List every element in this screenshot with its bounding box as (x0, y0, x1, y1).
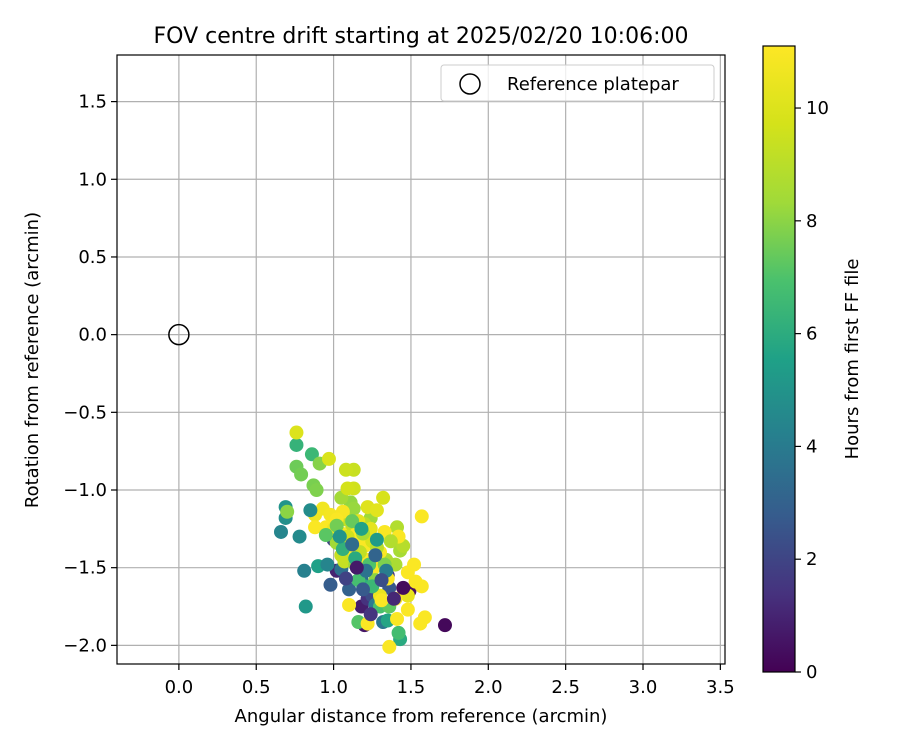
y-tick-label: 0.5 (78, 247, 107, 268)
scatter-point (338, 462, 353, 477)
y-tick-label: 1.0 (78, 169, 107, 190)
scatter-point (396, 580, 411, 595)
grid-lines (117, 55, 725, 664)
scatter-point (309, 483, 324, 497)
x-tick-label: 0.0 (165, 677, 194, 698)
scatter-point (369, 503, 384, 518)
scatter-point (408, 574, 423, 589)
x-tick-label: 2.5 (551, 677, 580, 698)
legend-label: Reference platepar (507, 74, 679, 95)
scatter-point (308, 520, 323, 535)
chart-title: FOV centre drift starting at 2025/02/20 … (154, 24, 689, 49)
scatter-point (417, 610, 432, 625)
scatter-point (321, 451, 336, 466)
colorbar: 0 2 4 6 8 10 Hours from first FF file (762, 45, 863, 683)
scatter-point (304, 447, 319, 462)
colorbar-tick-label: 2 (806, 549, 817, 570)
legend-box (440, 64, 715, 102)
scatter-point (297, 563, 312, 578)
colorbar-tick-label: 8 (806, 211, 817, 232)
scatter-point (374, 573, 389, 588)
scatter-point (323, 577, 338, 592)
plot-frame (116, 54, 726, 665)
x-tick-label: 0.5 (242, 677, 271, 698)
scatter-point (414, 509, 429, 524)
scatter-point (376, 490, 391, 505)
scatter-point (383, 534, 398, 549)
scatter-point (318, 528, 333, 543)
scatter-point (390, 611, 405, 626)
scatter-point (368, 548, 383, 563)
scatter-point (407, 557, 422, 572)
scatter-point (345, 514, 360, 529)
scatter-point (345, 537, 360, 552)
x-tick-label: 1.0 (319, 677, 348, 698)
scatter-point (349, 560, 364, 575)
x-ticks: 0.0 0.5 1.0 1.5 2.0 2.5 3.0 3.5 (165, 664, 735, 698)
y-ticks: −2.0 −1.5 −1.0 −0.5 0.0 0.5 1.0 1.5 (63, 92, 117, 656)
scatter-point (320, 557, 335, 572)
scatter-point (342, 597, 357, 612)
x-axis-label: Angular distance from reference (arcmin) (235, 706, 608, 727)
scatter-point (289, 425, 304, 440)
y-tick-label: 1.5 (78, 92, 107, 113)
colorbar-label: Hours from first FF file (842, 259, 863, 460)
x-tick-label: 3.5 (706, 677, 735, 698)
colorbar-tick-label: 6 (806, 324, 817, 345)
scatter-point (332, 529, 347, 544)
y-tick-label: −1.0 (63, 480, 107, 501)
scatter-point (354, 521, 369, 536)
scatter-point (280, 504, 295, 519)
colorbar-gradient (762, 45, 796, 673)
y-axis-label: Rotation from reference (arcmin) (22, 212, 43, 508)
scatter-point (437, 618, 452, 633)
scatter-point (289, 437, 304, 452)
scatter-point (391, 625, 406, 640)
scatter-point (369, 532, 384, 547)
y-tick-label: −2.0 (63, 635, 107, 656)
scatter-point (346, 501, 361, 516)
x-tick-label: 2.0 (474, 677, 503, 698)
scatter-point (292, 529, 307, 544)
scatter-point (338, 571, 353, 586)
scatter-point (386, 591, 401, 606)
data-points (273, 425, 452, 654)
reference-platepar-marker (168, 323, 190, 346)
y-tick-label: −0.5 (63, 402, 107, 423)
scatter-point (374, 593, 389, 608)
scatter-point (273, 524, 288, 539)
scatter-point (363, 607, 378, 622)
scatter-point (298, 599, 313, 614)
colorbar-ticks: 0 2 4 6 8 10 (795, 98, 829, 683)
colorbar-tick-label: 10 (806, 98, 829, 119)
legend-marker (459, 73, 481, 95)
scatter-point (303, 503, 318, 518)
scatter-point (340, 481, 355, 496)
colorbar-tick-label: 0 (806, 662, 817, 683)
scatter-point (382, 639, 397, 654)
legend: Reference platepar (440, 64, 715, 102)
scatter-point (294, 467, 309, 482)
x-tick-label: 1.5 (397, 677, 426, 698)
scatter-point (355, 582, 370, 597)
scatter-point (400, 602, 415, 617)
y-tick-label: −1.5 (63, 558, 107, 579)
x-tick-label: 3.0 (629, 677, 658, 698)
scatter-point (342, 582, 357, 597)
colorbar-tick-label: 4 (806, 436, 817, 457)
y-tick-label: 0.0 (78, 325, 107, 346)
scatter-point (329, 518, 344, 533)
